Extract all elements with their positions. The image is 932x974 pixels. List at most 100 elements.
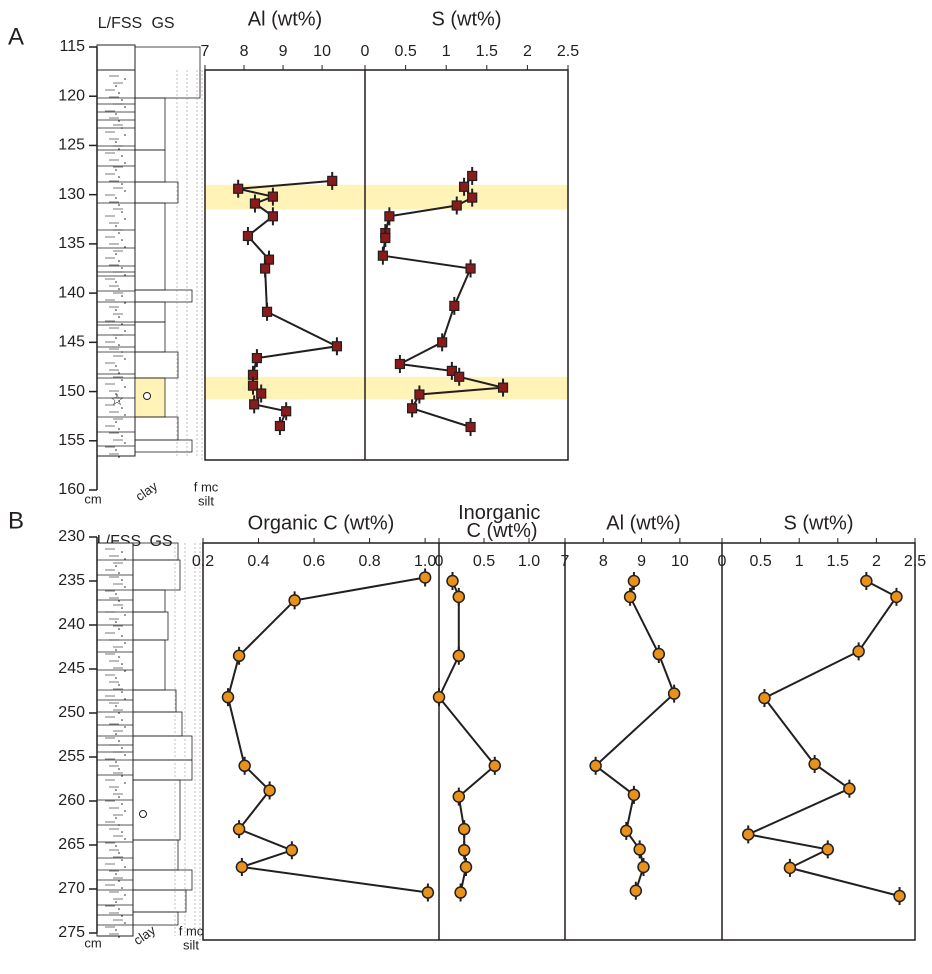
x-tick-label: 2 xyxy=(523,43,532,60)
data-point xyxy=(233,179,244,198)
marker xyxy=(465,421,476,433)
lithology-dot xyxy=(121,607,123,609)
lithology-header: L/FSS xyxy=(98,15,142,32)
lithology-dot xyxy=(118,712,120,714)
marker xyxy=(808,757,821,771)
marker xyxy=(459,860,473,874)
marker xyxy=(285,844,299,857)
marker xyxy=(457,822,471,836)
lithology-dot xyxy=(118,824,120,826)
series-title: S (wt%) xyxy=(784,512,854,534)
series-line xyxy=(594,580,676,892)
marker xyxy=(274,420,286,432)
lithology-dot xyxy=(115,789,117,791)
marker xyxy=(406,403,418,414)
marker xyxy=(238,759,251,773)
marker xyxy=(418,571,432,584)
data-point xyxy=(267,187,279,206)
grain-size-bed xyxy=(134,439,193,453)
marker xyxy=(467,192,478,203)
lithology-dot xyxy=(124,558,126,560)
lithology-dot xyxy=(121,831,123,833)
data-point xyxy=(432,688,446,707)
marker xyxy=(421,886,435,899)
data-point xyxy=(627,572,641,590)
marker xyxy=(377,250,388,261)
lithology-dot xyxy=(118,936,120,938)
lithology-dot xyxy=(121,663,123,665)
grain-size-bed xyxy=(134,97,166,151)
data-point xyxy=(890,587,903,606)
data-point xyxy=(893,887,906,906)
marker xyxy=(852,645,865,658)
lithology-dot xyxy=(115,337,117,339)
depth-tick-label: 275 xyxy=(58,924,85,941)
data-point xyxy=(421,883,435,902)
depth-tick-label: 255 xyxy=(58,748,85,765)
lithology-dot xyxy=(115,393,117,395)
grain-size-header: GS xyxy=(149,533,172,550)
lithology-dot xyxy=(121,887,123,889)
grain-size-bed xyxy=(132,911,179,926)
marker xyxy=(242,230,254,242)
lithology-dot xyxy=(121,127,123,129)
grain-size-bed xyxy=(134,416,179,441)
data-point xyxy=(274,417,286,436)
data-point xyxy=(589,756,602,775)
lithology-dot xyxy=(115,845,117,847)
grain-size-bed xyxy=(132,735,193,761)
grain-size-bed xyxy=(132,611,169,641)
data-point xyxy=(380,228,391,247)
lithology-dot xyxy=(118,176,120,178)
lithology-dot xyxy=(118,148,120,150)
data-point xyxy=(263,781,276,800)
lithology-dot xyxy=(124,330,126,332)
lithology-dot xyxy=(118,684,120,686)
data-point xyxy=(331,337,343,356)
data-point xyxy=(860,572,873,590)
data-point xyxy=(281,402,292,421)
marker xyxy=(233,183,244,194)
marker xyxy=(589,759,602,773)
lithology-dot xyxy=(124,106,126,108)
data-point xyxy=(821,840,835,859)
data-point xyxy=(667,684,681,703)
lithology-dot xyxy=(115,621,117,623)
data-point xyxy=(808,755,821,774)
data-point xyxy=(629,881,643,900)
marker xyxy=(497,382,509,393)
marker xyxy=(449,300,460,312)
x-tick-label: 1.5 xyxy=(827,553,849,570)
marker xyxy=(267,191,279,202)
data-point xyxy=(627,785,641,804)
lithology-dot xyxy=(115,449,117,451)
lithology-dot xyxy=(118,316,120,318)
data-point xyxy=(452,787,466,806)
lithology-column-top xyxy=(96,44,136,71)
marker xyxy=(893,889,906,903)
marker xyxy=(331,341,343,352)
marker xyxy=(249,399,260,410)
marker xyxy=(384,211,395,222)
data-point xyxy=(458,177,470,196)
data-point xyxy=(232,820,246,839)
lithology-dot xyxy=(115,593,117,595)
x-tick-label: 0.5 xyxy=(394,43,416,60)
depth-tick-label: 135 xyxy=(58,235,85,252)
data-point xyxy=(623,587,637,606)
lithology-dot xyxy=(121,691,123,693)
grain-size-bed xyxy=(134,46,201,99)
marker xyxy=(627,788,641,802)
lithology-dot xyxy=(124,782,126,784)
depth-tick-label: 230 xyxy=(58,528,85,545)
data-point xyxy=(238,756,251,775)
grain-size-bed xyxy=(132,869,193,891)
lithology-dot xyxy=(121,211,123,213)
lithology-dot xyxy=(124,726,126,728)
grain-size-bed xyxy=(132,711,183,737)
grain-size-bed xyxy=(132,779,181,841)
lithology-dot xyxy=(124,614,126,616)
series-title: Organic C (wt%) xyxy=(248,512,395,534)
lithology-dot xyxy=(121,859,123,861)
lithology-dot xyxy=(121,267,123,269)
